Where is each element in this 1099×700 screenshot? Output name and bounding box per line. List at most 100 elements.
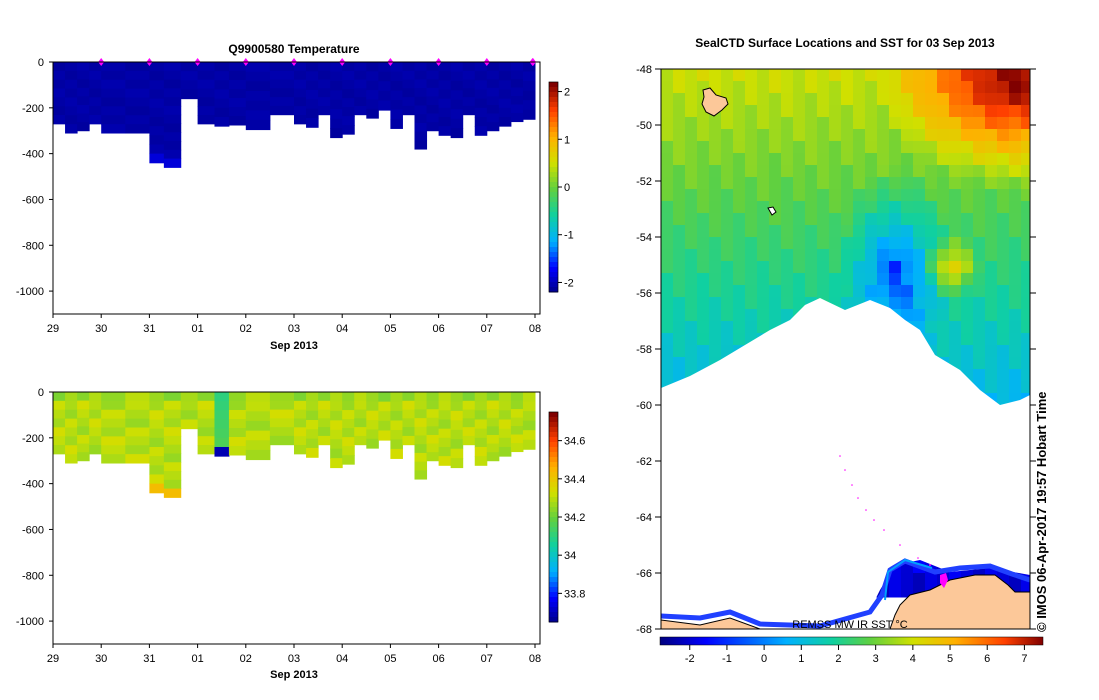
lat-tick-label: -48 [636,64,652,76]
section-cell [149,446,165,457]
sst-cell [781,117,794,130]
section-cell [163,79,182,89]
colorbar-tick-label: -1 [564,230,574,242]
section-cell [269,418,295,428]
y-tick-label: -1000 [16,616,44,628]
sst-cell [781,141,794,154]
section-cell [101,70,126,81]
sst-cell [745,297,758,310]
sst-cell [697,177,710,190]
sst-cell [865,201,878,214]
section-cell [294,400,307,411]
sst-cell [745,189,758,202]
sst-cell [1021,117,1030,130]
sst-cell [877,165,890,178]
section-cell [498,437,512,448]
sst-cell [769,153,782,166]
section-cell [89,436,102,446]
section-cell [486,104,500,115]
sst-cell [925,213,938,226]
sst-cell [865,225,878,238]
section-cell [498,410,512,420]
section-cell [366,392,379,402]
temperature-plot-frame [52,61,541,315]
antarctic-land [661,574,1030,629]
section-cell [89,79,102,90]
sst-cell [661,357,674,370]
sst-cell [913,261,926,274]
colorbar-segment [549,412,558,418]
section-cell [438,437,452,448]
sst-cell [841,273,854,286]
sst-cell [973,249,986,262]
section-cell [163,471,182,481]
section-cell [163,114,182,124]
sst-cell [913,237,926,250]
sst-cell [901,117,914,130]
sst-cell [685,153,698,166]
sst-cell [1021,153,1030,166]
sst-cell [661,141,674,154]
sst-cell [745,153,758,166]
section-cell [294,445,307,455]
section-cell [149,116,165,127]
sst-cell [973,369,986,382]
section-cell [486,96,500,106]
sst-cell [841,81,854,94]
sst-cell [745,129,758,142]
section-cell [65,400,78,411]
section-cell [101,392,126,402]
section-cell [89,427,102,437]
section-cell [197,88,215,98]
sst-cell [1021,237,1030,250]
sst-cell [889,285,902,298]
sst-cell [709,345,722,358]
section-cell [426,443,440,453]
section-cell [438,419,452,430]
sst-cell [781,225,794,238]
sst-cell [925,321,938,334]
sst-cell [925,69,938,82]
section-cell [354,418,367,428]
sst-cell [661,261,674,274]
section-cell [77,392,90,402]
sst-cell [1021,141,1030,154]
section-cell [245,392,271,403]
sst-cell [817,81,830,94]
sst-cell [745,81,758,94]
section-cell [294,106,307,116]
colorbar-segment [549,162,558,168]
section-cell [330,448,343,459]
sst-cell [661,285,674,298]
section-cell [197,418,215,428]
sst-cell [1021,165,1030,178]
sst-cell [1021,369,1030,382]
sst-cell [889,585,902,598]
x-tick-label: 07 [481,323,493,335]
lat-tick-label: -66 [636,568,652,580]
section-cell [486,79,500,89]
sst-cell [985,177,998,190]
section-cell [354,88,367,98]
sst-cell [673,285,686,298]
section-cell [228,401,247,411]
section-cell [426,452,440,462]
sst-cell [865,285,878,298]
colorbar-segment [549,132,558,138]
sst-cell [733,237,746,250]
section-cell [53,70,66,81]
sst-cell [865,117,878,130]
section-cell [245,81,271,92]
section-cell [214,401,230,411]
colorbar-segment [549,142,558,148]
section-cell [366,438,379,449]
x-tick-label: 06 [432,653,444,665]
sst-cell [901,213,914,226]
colorbar-segment [549,417,558,423]
section-cell [342,410,355,420]
sst-cell [769,285,782,298]
sst-cell [673,213,686,226]
colorbar-segment [549,447,558,453]
sst-cell [925,273,938,286]
colorbar-segment [549,272,558,278]
